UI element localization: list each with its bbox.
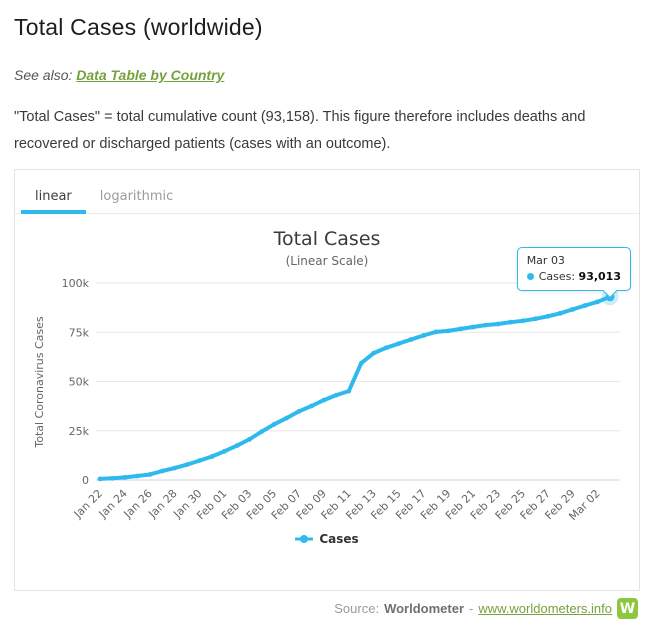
source-footer: Source: Worldometer - www.worldometers.i… <box>14 598 638 619</box>
y-gridlines <box>96 282 620 432</box>
tooltip-date: Mar 03 <box>526 254 565 267</box>
see-also-label: See also: <box>14 67 73 83</box>
source-separator: - <box>469 601 474 616</box>
see-also-row: See also: Data Table by Country <box>14 67 638 83</box>
svg-text:50k: 50k <box>69 376 90 389</box>
legend-label: Cases <box>319 532 359 546</box>
tooltip-series-label: Cases: <box>538 270 576 283</box>
svg-text:100k: 100k <box>62 277 90 290</box>
cases-line-chart[interactable]: 0 25k 50k 75k 100k Total Coronavirus Cases Jan… <box>15 272 641 524</box>
chart-tooltip: Mar 03 Cases: 93,013 <box>516 247 631 299</box>
cases-series-line[interactable] <box>98 294 612 481</box>
svg-text:0: 0 <box>82 474 89 487</box>
tab-linear[interactable]: linear <box>21 181 86 214</box>
chart-card: linear logarithmic Total Cases (Linear S… <box>14 169 640 591</box>
chart-subtitle: (Linear Scale) <box>285 254 369 268</box>
chart-title: Total Cases <box>273 228 381 250</box>
worldometer-logo[interactable]: W <box>617 598 638 619</box>
svg-text:75k: 75k <box>69 326 90 339</box>
legend-line-marker-icon <box>295 535 314 543</box>
legend-item-cases[interactable]: Cases <box>15 532 639 546</box>
tooltip-value: 93,013 <box>578 270 621 283</box>
tooltip-series-dot-icon <box>526 273 534 280</box>
source-label: Source: <box>334 601 380 616</box>
source-name: Worldometer <box>384 601 464 616</box>
data-table-by-country-link[interactable]: Data Table by Country <box>76 67 225 83</box>
y-axis-title: Total Coronavirus Cases <box>33 316 46 449</box>
worldometers-link[interactable]: www.worldometers.info <box>478 601 612 616</box>
svg-text:25k: 25k <box>69 425 90 438</box>
logo-letter: W <box>619 600 636 617</box>
data-point-markers[interactable] <box>97 294 613 482</box>
y-axis-labels: 0 25k 50k 75k 100k <box>62 277 90 487</box>
scale-tabs: linear logarithmic <box>15 170 639 214</box>
tab-logarithmic[interactable]: logarithmic <box>99 189 174 204</box>
page-title: Total Cases (worldwide) <box>14 14 263 40</box>
description-paragraph: "Total Cases" = total cumulative count (… <box>14 109 586 152</box>
